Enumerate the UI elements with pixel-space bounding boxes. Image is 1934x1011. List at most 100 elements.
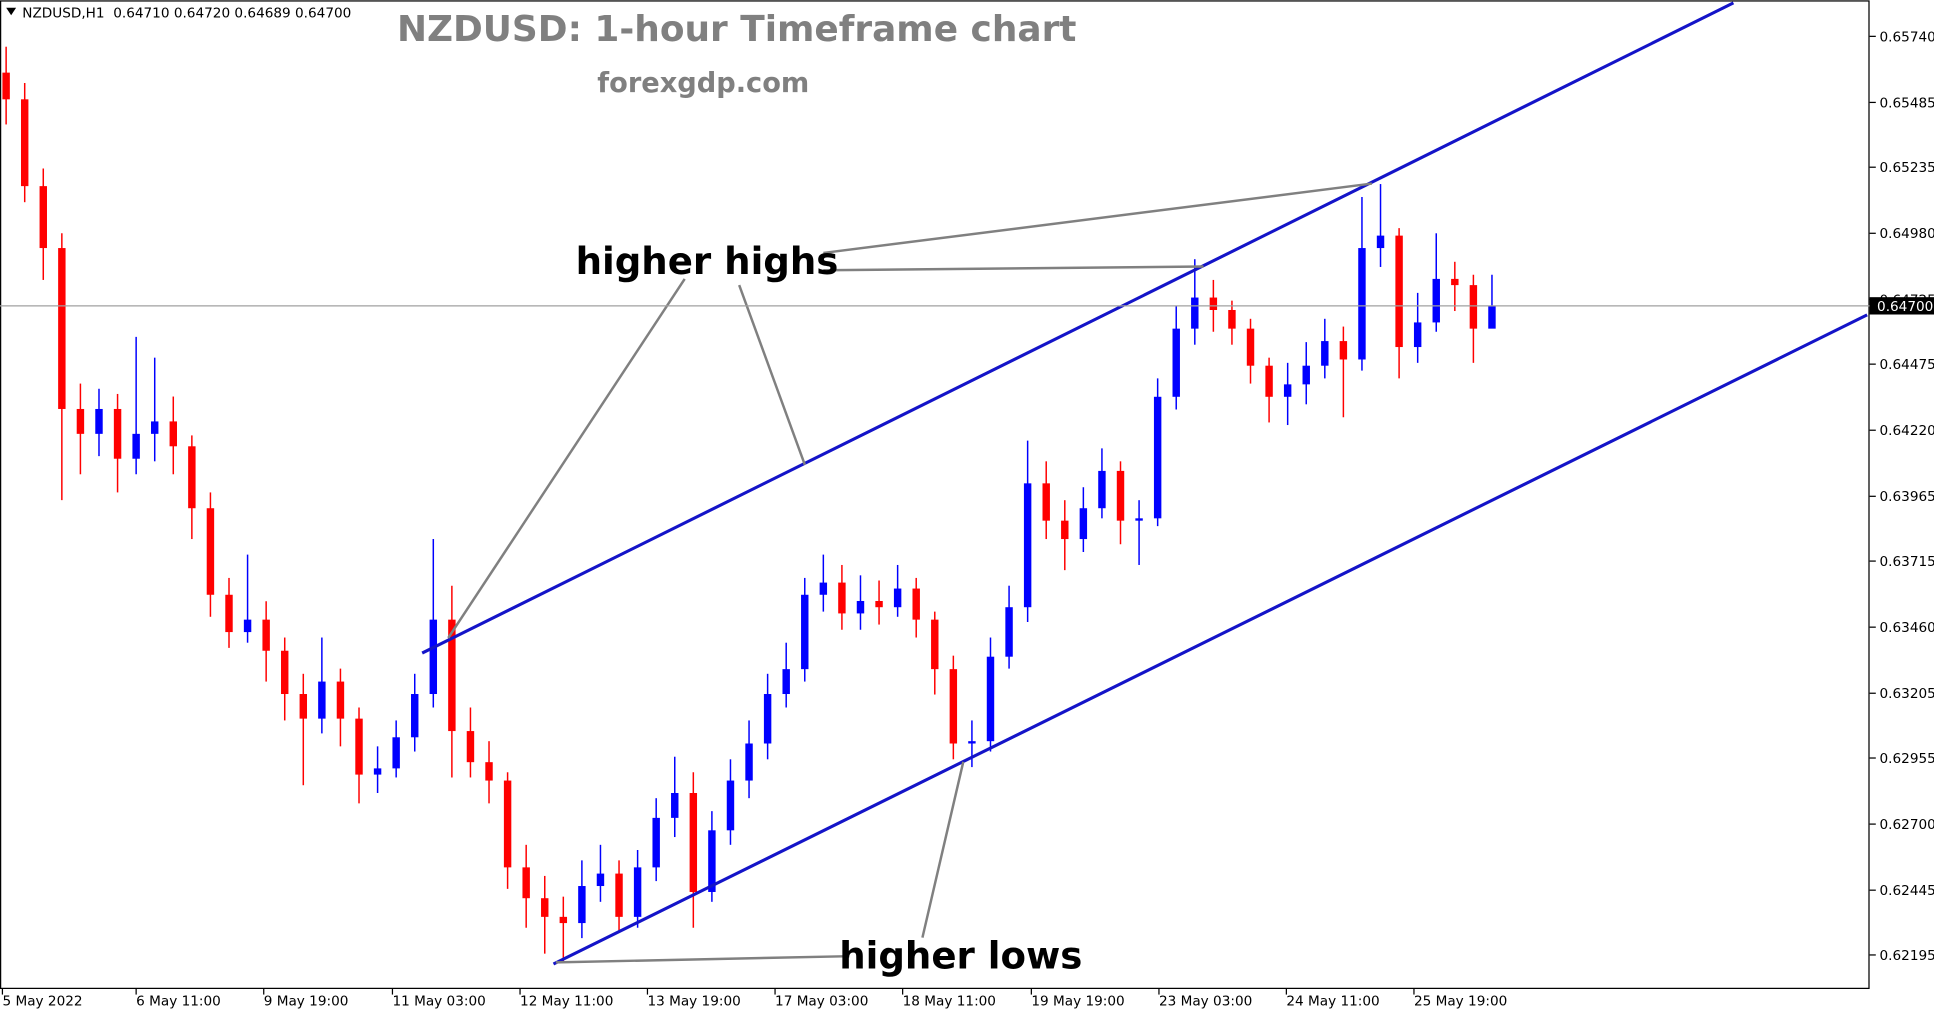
x-tick-label: 12 May 11:00 bbox=[520, 994, 613, 1010]
candle-body bbox=[968, 741, 976, 744]
candle-body bbox=[1321, 341, 1329, 366]
chart-title: NZDUSD: 1-hour Timeframe chart bbox=[397, 9, 1077, 50]
candle-body bbox=[1451, 278, 1459, 286]
candle-body bbox=[373, 768, 382, 775]
candle-body bbox=[150, 421, 159, 434]
candle-body bbox=[633, 867, 642, 917]
candle-body bbox=[262, 619, 270, 651]
candle-body bbox=[1209, 297, 1218, 310]
plot-frame bbox=[0, 0, 1870, 989]
y-tick-label: 0.64475 bbox=[1880, 357, 1934, 373]
x-tick-label: 9 May 19:00 bbox=[264, 994, 349, 1010]
y-tick-label: 0.62700 bbox=[1880, 817, 1934, 833]
x-tick-label: 11 May 03:00 bbox=[392, 994, 485, 1010]
candle-body bbox=[76, 408, 85, 434]
candle-body bbox=[1098, 470, 1106, 509]
candle-body bbox=[782, 669, 790, 695]
x-tick-label: 19 May 19:00 bbox=[1031, 994, 1124, 1010]
candle-body bbox=[931, 619, 939, 670]
candle-body bbox=[893, 588, 902, 608]
candle-body bbox=[336, 681, 345, 719]
candle-body bbox=[485, 762, 493, 781]
candle-body bbox=[503, 780, 512, 868]
leader-line bbox=[555, 954, 850, 964]
x-tick-label: 18 May 11:00 bbox=[903, 994, 996, 1010]
candle-body bbox=[1153, 396, 1162, 519]
candle-body bbox=[20, 99, 29, 187]
leader-line bbox=[447, 278, 686, 639]
leader-line bbox=[921, 761, 965, 938]
candle-body bbox=[39, 186, 47, 249]
candle-body bbox=[58, 248, 66, 409]
candle-body bbox=[726, 780, 735, 831]
y-tick-label: 0.62445 bbox=[1880, 883, 1934, 899]
y-tick-label: 0.62195 bbox=[1880, 948, 1934, 964]
y-tick-label: 0.63715 bbox=[1880, 554, 1934, 570]
candle-body bbox=[1302, 365, 1310, 385]
candle-body bbox=[281, 650, 289, 695]
candle-body bbox=[1488, 305, 1496, 329]
x-tick-label: 5 May 2022 bbox=[2, 994, 82, 1010]
candle-body bbox=[448, 619, 456, 732]
candle-body bbox=[1358, 248, 1366, 360]
candle-body bbox=[1246, 328, 1255, 366]
candle-body bbox=[1061, 520, 1069, 540]
candle-body bbox=[763, 694, 772, 744]
candle-body bbox=[1265, 365, 1273, 397]
candle-body bbox=[559, 916, 568, 924]
candle-body bbox=[615, 873, 623, 917]
candle-body bbox=[2, 72, 10, 100]
annotation: higher highs bbox=[576, 240, 839, 283]
candle-body bbox=[299, 694, 308, 719]
candle-body bbox=[169, 421, 178, 447]
candle-body bbox=[392, 737, 400, 769]
candle-body bbox=[1023, 483, 1032, 608]
leader-line bbox=[738, 284, 806, 466]
candle-body bbox=[225, 594, 233, 633]
candle-body bbox=[132, 433, 140, 459]
candle-body bbox=[411, 694, 419, 738]
candle-body bbox=[1172, 328, 1180, 397]
y-tick-label: 0.62955 bbox=[1880, 751, 1934, 767]
candle-body bbox=[671, 792, 679, 818]
candle-body bbox=[1469, 285, 1478, 329]
candle-body bbox=[318, 681, 326, 719]
y-tick-label: 0.65740 bbox=[1880, 29, 1934, 45]
candle-body bbox=[1116, 470, 1125, 521]
trendline bbox=[552, 313, 1868, 966]
leader-line bbox=[823, 182, 1373, 255]
x-tick-label: 23 May 03:00 bbox=[1159, 994, 1252, 1010]
symbol-info: NZDUSD,H1 0.64710 0.64720 0.64689 0.6470… bbox=[22, 6, 351, 22]
candle-body bbox=[95, 408, 103, 434]
y-tick-label: 0.65485 bbox=[1880, 95, 1934, 111]
candle-body bbox=[541, 898, 549, 917]
y-tick-label: 0.64980 bbox=[1880, 226, 1934, 242]
x-tick-label: 25 May 19:00 bbox=[1414, 994, 1507, 1010]
candle-body bbox=[1042, 483, 1050, 521]
candle-body bbox=[1228, 309, 1236, 329]
leader-lines bbox=[447, 182, 1373, 964]
x-tick-label: 13 May 19:00 bbox=[647, 994, 740, 1010]
menu-arrow bbox=[6, 7, 17, 16]
candle-body bbox=[206, 508, 215, 595]
y-tick-label: 0.65235 bbox=[1880, 160, 1934, 176]
candle-body bbox=[466, 731, 475, 763]
candle-body bbox=[912, 588, 920, 620]
y-tick-label: 0.63460 bbox=[1880, 620, 1934, 636]
candle-body bbox=[652, 817, 660, 868]
candle-body bbox=[522, 867, 530, 899]
candle-body bbox=[1191, 297, 1199, 329]
candle-body bbox=[1135, 518, 1143, 521]
candle-body bbox=[1079, 508, 1088, 540]
candle-body bbox=[745, 743, 753, 781]
candle-body bbox=[801, 594, 809, 670]
candle-body bbox=[578, 886, 586, 924]
last-price-box bbox=[1869, 297, 1934, 315]
candle-body bbox=[819, 582, 828, 595]
trendline bbox=[421, 1, 1735, 655]
candle-body bbox=[113, 408, 122, 459]
candle-body bbox=[596, 873, 605, 887]
